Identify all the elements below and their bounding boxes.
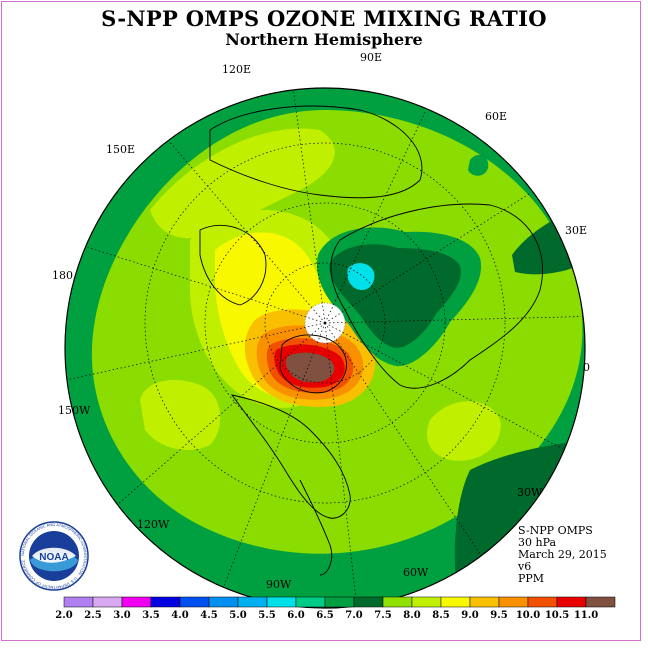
latitude-circle — [204, 202, 446, 444]
meridian-line — [324, 316, 582, 324]
lon-label-150e: 150E — [106, 143, 136, 156]
colorbar-swatch — [121, 596, 152, 608]
meridian-line — [324, 322, 357, 605]
colorbar-label: 2.5 — [84, 610, 101, 621]
colorbar-label: 6.0 — [287, 610, 304, 621]
instrument-label: S-NPP OMPS — [518, 524, 593, 537]
lon-label-150w: 150W — [58, 404, 91, 417]
ozone-band-6-5-scandinavia — [468, 154, 489, 176]
colorbar-label: 5.0 — [229, 610, 246, 621]
meridian-line — [324, 322, 563, 450]
lon-label-90w: 90W — [266, 578, 292, 591]
map-title: S-NPP OMPS OZONE MIXING RATIO — [101, 6, 547, 31]
ozone-band-11-0 — [285, 352, 335, 383]
graticule — [68, 91, 582, 605]
lon-label-120w: 120W — [137, 518, 170, 531]
colorbar-swatch — [179, 596, 210, 608]
colorbar-swatch — [150, 596, 181, 608]
colorbar-label: 2.0 — [55, 610, 72, 621]
colorbar-swatch — [353, 596, 384, 608]
colorbar-swatch — [527, 596, 558, 608]
colorbar-label: 8.5 — [432, 610, 449, 621]
ozone-band-8-0-west — [140, 380, 221, 450]
colorbar-label: 10.5 — [545, 610, 569, 621]
colorbar-label: 6.5 — [316, 610, 333, 621]
ozone-band-8-0-east — [426, 401, 501, 461]
colorbar-label: 4.5 — [200, 610, 217, 621]
colorbar-swatch — [63, 596, 94, 608]
colorbar-swatch — [295, 596, 326, 608]
latitude-circle — [144, 142, 506, 504]
colorbar-swatch — [585, 596, 616, 608]
colorbar-label: 4.0 — [171, 610, 188, 621]
colorbar-label: 11.0 — [574, 610, 598, 621]
lon-label-0: 0 — [583, 361, 590, 374]
lon-label-120e: 120E — [222, 63, 252, 76]
version-label: v6 — [518, 560, 532, 573]
units-label: PPM — [518, 572, 545, 585]
coastlines — [199, 105, 543, 576]
colorbar-label: 8.0 — [403, 610, 420, 621]
lon-label-30w: 30W — [517, 486, 543, 499]
coastline-asia-east — [209, 105, 423, 199]
coastline-eurasia — [330, 203, 543, 389]
meridian-line — [324, 192, 532, 324]
meridian-line — [293, 91, 326, 324]
noaa-logo: NOAA NATIONAL OCEANIC AND ATMOSPHERIC AD… — [19, 521, 89, 591]
hemisphere-boundary — [64, 87, 586, 609]
colorbar-label: 10.0 — [516, 610, 540, 621]
colorbar-swatch — [411, 596, 442, 608]
lon-label-90e: 90E — [360, 51, 383, 64]
colorbar-swatch — [208, 596, 239, 608]
noaa-logo-text: NOAA — [39, 552, 68, 563]
colorbar-label: 9.0 — [461, 610, 478, 621]
lon-label-180: 180 — [52, 269, 73, 282]
colorbar-swatch — [92, 596, 123, 608]
meridian-line — [87, 246, 326, 324]
coastline-greenland — [279, 334, 347, 394]
ozone-band-5-5 — [347, 263, 375, 290]
lon-label-30e: 30E — [565, 224, 588, 237]
lon-label-60w: 60W — [403, 566, 429, 579]
colorbar-label: 7.0 — [345, 610, 362, 621]
coastline-north-america — [230, 394, 351, 519]
colorbar-label: 9.5 — [490, 610, 507, 621]
pressure-level-label: 30 hPa — [518, 536, 557, 549]
product-info: S-NPP OMPS 30 hPa March 29, 2015 v6 PPM — [518, 525, 607, 585]
colorbar-label: 7.5 — [374, 610, 391, 621]
coastline-central-america — [299, 479, 333, 576]
colorbar-swatch — [469, 596, 500, 608]
colorbar-swatch — [498, 596, 529, 608]
colorbar-swatch — [237, 596, 268, 608]
colorbar-swatch — [266, 596, 297, 608]
colorbar-swatch — [440, 596, 471, 608]
figure-frame — [1, 1, 641, 641]
ozone-band-8-0-north — [150, 128, 335, 239]
colorbar-swatch — [324, 596, 355, 608]
date-label: March 29, 2015 — [518, 548, 607, 561]
latitude-circle — [264, 262, 386, 384]
meridian-line — [118, 322, 326, 504]
colorbar-label: 3.0 — [113, 610, 130, 621]
colorbar-label: 3.5 — [142, 610, 159, 621]
lon-label-60e: 60E — [485, 110, 508, 123]
colorbar-swatch — [382, 596, 413, 608]
map-subtitle: Northern Hemisphere — [225, 30, 423, 49]
colorbar-swatch — [556, 596, 587, 608]
colorbar-label: 5.5 — [258, 610, 275, 621]
meridian-line — [223, 322, 326, 586]
